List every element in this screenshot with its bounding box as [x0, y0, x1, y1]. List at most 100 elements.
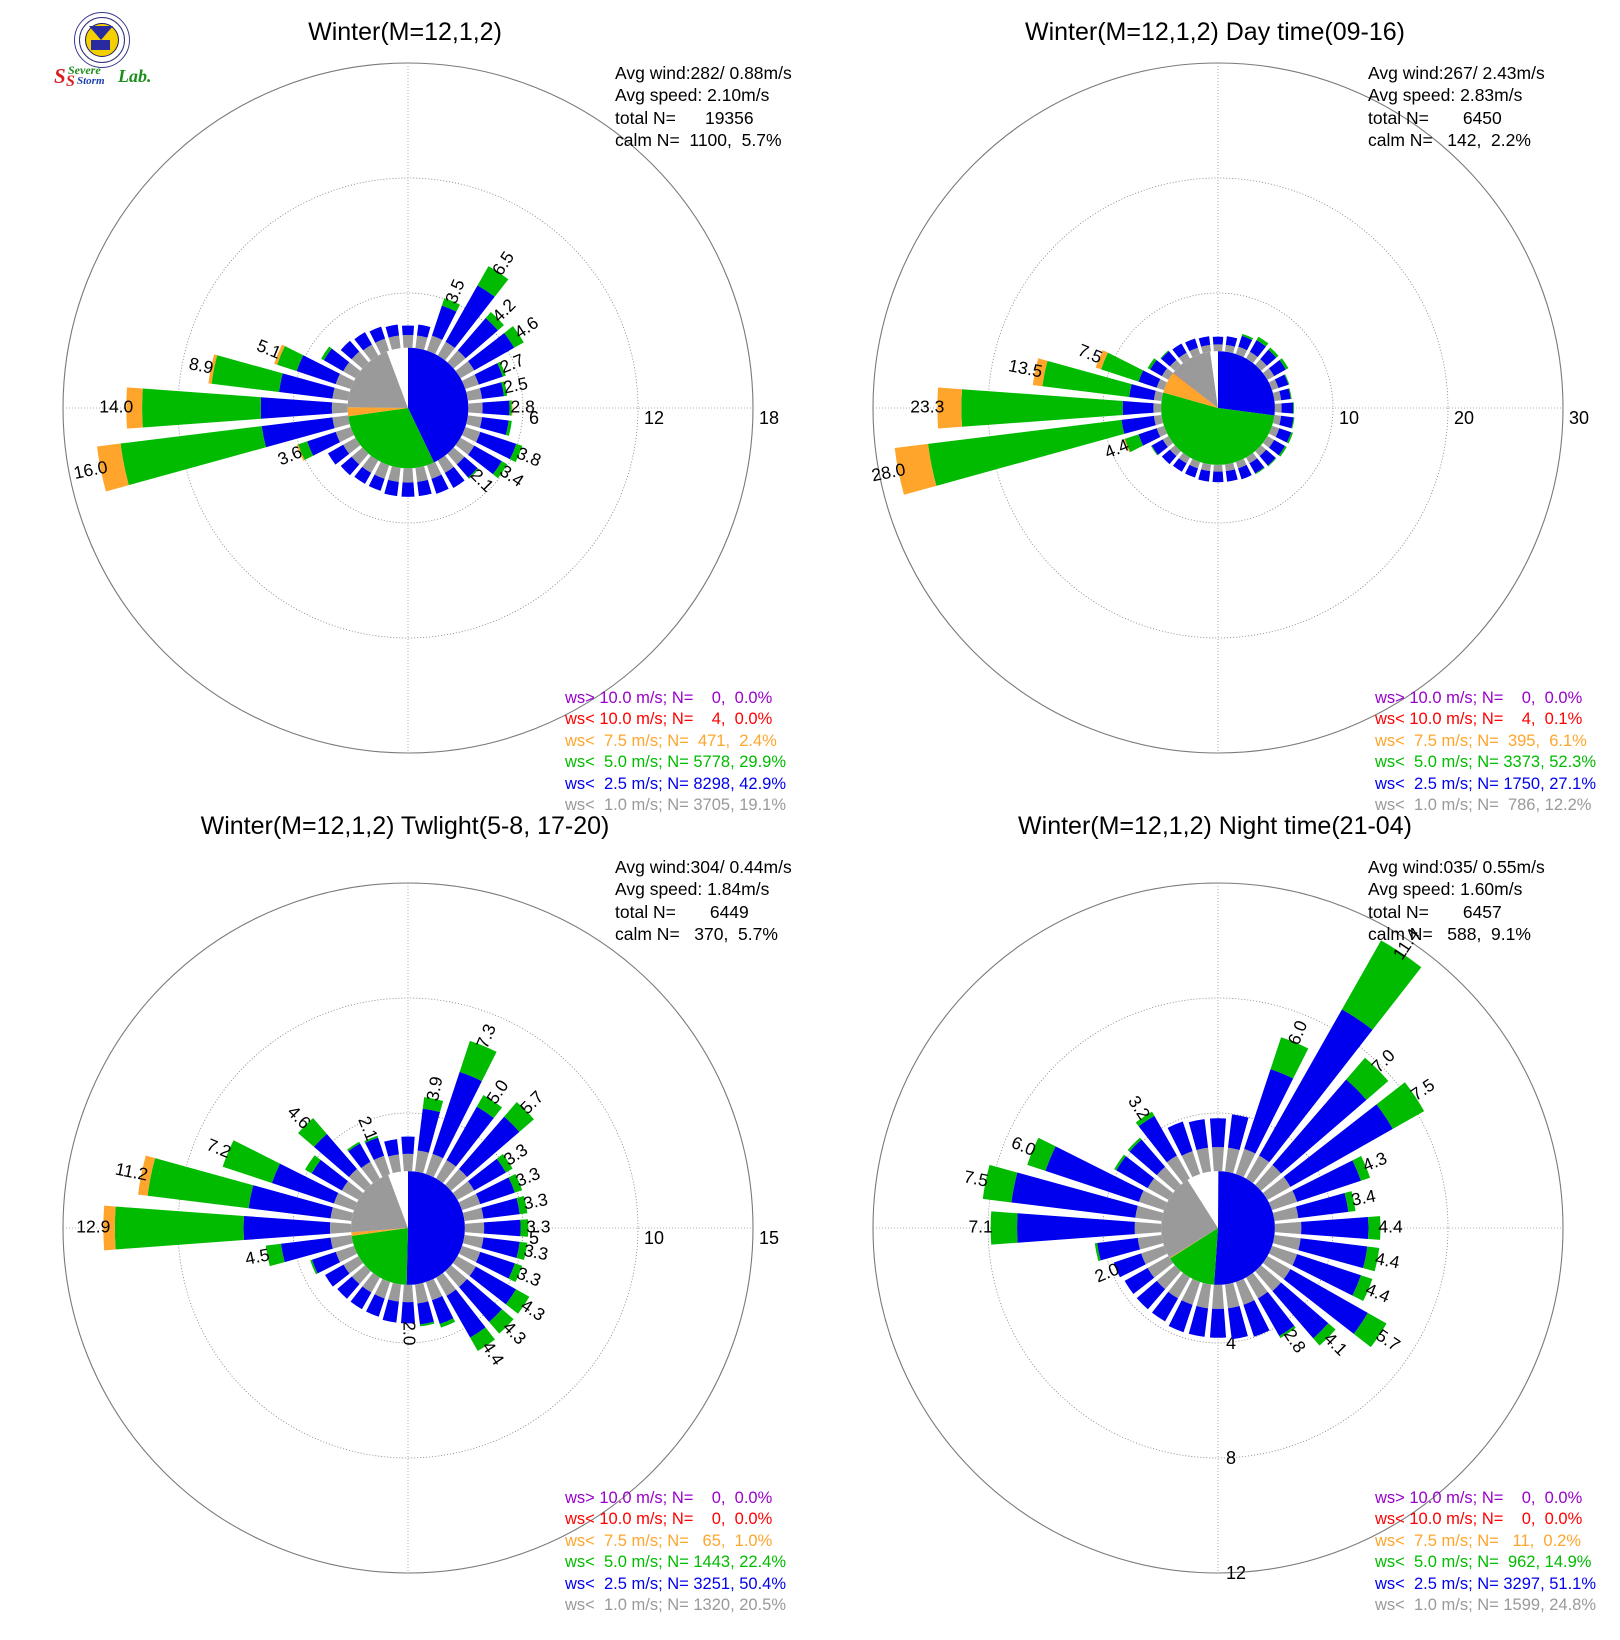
windrose-petal-segment: [332, 387, 350, 401]
center-pie-slice: [351, 1228, 408, 1285]
windrose-petal-segment: [260, 397, 333, 419]
center-pie-slice: [1210, 351, 1218, 408]
windrose-petal-segment: [311, 1159, 348, 1191]
windrose-petal-segment: [1212, 471, 1224, 483]
windrose-petal-segment: [1116, 1156, 1155, 1189]
windrose-petal-segment: [1267, 457, 1277, 467]
windrose-petal-segment: [368, 474, 385, 491]
windrose-petal-segment: [222, 1140, 280, 1183]
windrose-petal-segment: [312, 1251, 340, 1274]
windrose-petal-segment: [331, 402, 348, 414]
windrose-petal-segment: [1286, 432, 1294, 444]
windrose-petal-segment: [505, 420, 512, 436]
panel-stats: Avg wind:282/ 0.88m/s Avg speed: 2.10m/s…: [615, 63, 792, 151]
windrose-petal-segment: [1272, 1234, 1301, 1251]
windrose-petal-segment: [1363, 1246, 1380, 1272]
windrose-petal-segment: [504, 326, 524, 348]
windrose-petal-segment: [1181, 1278, 1201, 1305]
windrose-petal-segment: [445, 1265, 468, 1288]
windrose-petal-segment: [447, 447, 465, 465]
windrose-petal-segment: [1153, 414, 1164, 426]
windrose-petal-segment: [1129, 1139, 1166, 1176]
windrose-plot: 48124.43.44.37.57.011.46.03.26.07.57.12.…: [872, 882, 1564, 1583]
panel-stats: Avg wind:304/ 0.44m/s Avg speed: 1.84m/s…: [615, 857, 792, 945]
radial-tick-label: 10: [644, 1228, 664, 1248]
windrose-petal-segment: [1196, 1282, 1212, 1309]
windrose-petal-segment: [337, 1276, 360, 1299]
windrose-petal-segment: [1272, 1206, 1299, 1222]
windrose-petal-segment: [1246, 351, 1258, 364]
windrose-petal-segment: [321, 346, 332, 361]
windrose-petal-segment: [1249, 340, 1266, 358]
windrose-petal-segment: [479, 382, 505, 399]
logo-text-lab: Lab.: [118, 66, 152, 86]
windrose-petal-segment: [1224, 344, 1235, 354]
windrose-petal-segment: [511, 400, 513, 416]
windrose-petal-segment: [504, 1102, 534, 1132]
windrose-petal-segment: [1121, 415, 1156, 434]
windrose-petal-segment: [1189, 458, 1201, 469]
legend-item-1: ws< 10.0 m/s; N= 4, 0.1%: [1375, 710, 1583, 729]
windrose-petal-segment: [1212, 1284, 1224, 1309]
radial-tick-label: 30: [1569, 408, 1589, 428]
petal-value-label: 4.5: [243, 1244, 271, 1268]
legend-item-0: ws> 10.0 m/s; N= 0, 0.0%: [565, 1489, 773, 1507]
legend-item-3: ws< 5.0 m/s; N= 3373, 52.3%: [1375, 753, 1597, 772]
windrose-plot: 10 20 307.513.523.328.04.4: [870, 62, 1589, 754]
windrose-petal-segment: [1235, 1278, 1255, 1305]
center-pie-slice: [406, 1171, 465, 1285]
windrose-petal-segment: [388, 1282, 402, 1302]
windrose-petal-segment: [1017, 1213, 1135, 1243]
windrose-petal-segment: [243, 1215, 331, 1241]
windrose-petal-segment: [1288, 388, 1292, 400]
windrose-petal-segment: [1151, 1291, 1179, 1322]
windrose-petal-segment: [365, 1137, 385, 1160]
speed-bin-legend: ws> 10.0 m/s; N= 0, 0.0% ws< 10.0 m/s; N=…: [1375, 688, 1596, 817]
panel-title: Winter(M=12,1,2) Twlight(5-8, 17-20): [200, 812, 610, 840]
windrose-petal-segment: [1313, 1323, 1336, 1346]
windrose-petal-segment: [1352, 1156, 1371, 1181]
seal-middle-icon: [79, 17, 125, 63]
windrose-petal-segment: [455, 437, 475, 455]
windrose-petal-segment: [388, 335, 401, 350]
windrose-petal-segment: [1181, 1151, 1201, 1178]
windrose-petal-segment: [520, 1219, 529, 1237]
petal-value-label: 3.3: [522, 1189, 550, 1213]
windrose-petal-segment: [1138, 1115, 1177, 1163]
petal-value-label: 3.3: [526, 1217, 550, 1237]
windrose-petal-segment: [384, 479, 399, 497]
speed-bin-legend: ws> 10.0 m/s; N= 0, 0.0% ws< 10.0 m/s; N=…: [565, 1488, 786, 1617]
windrose-petal-segment: [928, 419, 1125, 486]
windrose-petal-segment: [419, 1321, 435, 1327]
windrose-petal-segment: [496, 1154, 513, 1173]
windrose-petal-segment: [961, 389, 1123, 427]
windrose-petal-segment: [468, 468, 479, 479]
windrose-petal-segment: [1235, 1148, 1256, 1178]
petal-value-label: 3.3: [522, 1240, 550, 1264]
windrose-petal-segment: [1255, 1164, 1282, 1191]
windrose-petal-segment: [481, 1237, 520, 1259]
windrose-petal-segment: [402, 468, 414, 483]
windrose-petal-segment: [1209, 1118, 1227, 1148]
windrose-petal-segment: [1209, 1308, 1227, 1338]
legend-item-2: ws< 7.5 m/s; N= 65, 1.0%: [565, 1531, 773, 1550]
windrose-petal-segment: [1224, 1282, 1240, 1309]
windrose-petal-segment: [476, 431, 517, 460]
logo-text-severe: Severe: [68, 63, 101, 77]
center-pie-slice: [408, 347, 469, 463]
windrose-petal-segment: [1156, 1265, 1181, 1290]
windrose-petal-segment: [509, 443, 523, 463]
windrose-petal-segment: [375, 338, 390, 355]
windrose-petal-segment: [452, 1256, 476, 1276]
windrose-petal-segment: [361, 1161, 380, 1184]
windrose-petal-segment: [1097, 1237, 1140, 1261]
logo-wordmark: S Severe S Storm Lab.: [52, 63, 162, 90]
windrose-petal-segment: [343, 1256, 364, 1274]
windrose-petal-segment: [298, 1118, 327, 1147]
petal-value-label: 4.4: [1378, 1217, 1403, 1237]
legend-item-2: ws< 7.5 m/s; N= 395, 6.1%: [1375, 731, 1587, 750]
radial-tick-label: 4: [1226, 1333, 1236, 1353]
windrose-petal-segment: [114, 1206, 244, 1250]
legend-item-1: ws< 10.0 m/s; N= 4, 0.0%: [565, 710, 773, 729]
windrose-petal-segment: [1201, 462, 1212, 472]
